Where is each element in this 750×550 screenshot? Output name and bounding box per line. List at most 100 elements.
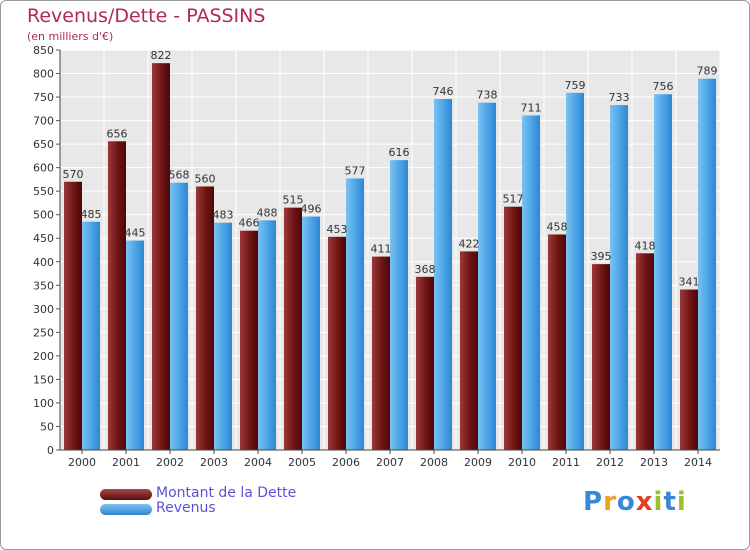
legend-label-revenus: Revenus — [156, 500, 216, 516]
x-tick-label: 2009 — [464, 456, 492, 469]
y-tick-label: 150 — [33, 373, 54, 386]
bar-dette — [108, 141, 126, 450]
x-tick-label: 2012 — [596, 456, 624, 469]
x-tick-label: 2005 — [288, 456, 316, 469]
bar-revenus — [698, 78, 716, 451]
bar-dette — [636, 253, 654, 450]
value-label-dette: 422 — [459, 237, 480, 250]
bar-revenus — [610, 105, 628, 450]
bar-dette — [152, 63, 170, 450]
x-tick-label: 2006 — [332, 456, 360, 469]
value-label-dette: 466 — [239, 217, 260, 230]
bar-revenus — [522, 115, 540, 450]
value-label-dette: 560 — [195, 172, 216, 185]
value-label-dette: 458 — [547, 220, 568, 233]
legend-label-dette: Montant de la Dette — [156, 485, 297, 501]
x-tick-label: 2003 — [200, 456, 228, 469]
value-label-revenus: 568 — [169, 169, 190, 182]
bar-dette — [240, 230, 258, 450]
logo-letter: o — [616, 487, 636, 517]
x-tick-label: 2011 — [552, 456, 580, 469]
value-label-revenus: 711 — [521, 101, 542, 114]
x-tick-label: 2014 — [684, 456, 712, 469]
logo-letter: t — [663, 487, 677, 517]
bar-dette — [416, 276, 434, 450]
logo-letter: i — [653, 487, 664, 517]
y-tick-label: 200 — [33, 350, 54, 363]
y-tick-label: 400 — [33, 256, 54, 269]
bar-revenus — [390, 160, 408, 450]
bar-revenus — [82, 221, 100, 450]
value-label-revenus: 746 — [433, 85, 454, 98]
value-label-dette: 656 — [107, 127, 128, 140]
y-tick-label: 100 — [33, 397, 54, 410]
x-tick-label: 2000 — [68, 456, 96, 469]
logo-letter: r — [603, 487, 617, 517]
y-tick-label: 800 — [33, 68, 54, 81]
value-label-revenus: 496 — [301, 203, 322, 216]
value-label-revenus: 759 — [565, 79, 586, 92]
bar-dette — [196, 186, 214, 450]
value-label-revenus: 738 — [477, 89, 498, 102]
y-tick-label: 50 — [40, 420, 54, 433]
value-label-dette: 395 — [591, 250, 612, 263]
value-label-revenus: 733 — [609, 91, 630, 104]
x-tick-label: 2002 — [156, 456, 184, 469]
bar-dette — [504, 206, 522, 450]
value-label-dette: 341 — [679, 276, 700, 289]
bar-dette — [548, 234, 566, 450]
chart-title: Revenus/Dette - PASSINS — [27, 5, 266, 27]
bar-revenus — [346, 178, 364, 450]
value-label-dette: 418 — [635, 239, 656, 252]
y-tick-label: 350 — [33, 279, 54, 292]
value-label-revenus: 445 — [125, 227, 146, 240]
bar-dette — [64, 181, 82, 450]
x-tick-label: 2007 — [376, 456, 404, 469]
y-tick-label: 750 — [33, 91, 54, 104]
y-tick-label: 450 — [33, 232, 54, 245]
bar-revenus — [170, 182, 188, 451]
bar-revenus — [434, 98, 452, 451]
value-label-revenus: 483 — [213, 209, 234, 222]
bar-revenus — [214, 222, 232, 450]
y-tick-label: 650 — [33, 138, 54, 151]
y-tick-label: 600 — [33, 162, 54, 175]
x-tick-label: 2013 — [640, 456, 668, 469]
value-label-revenus: 616 — [389, 146, 410, 159]
bar-dette — [328, 236, 346, 450]
logo-letter: x — [635, 487, 654, 517]
proxiti-logo: Proxiti — [583, 487, 687, 517]
value-label-revenus: 756 — [653, 80, 674, 93]
bar-dette — [680, 289, 698, 450]
x-tick-label: 2004 — [244, 456, 272, 469]
value-label-dette: 411 — [371, 243, 392, 256]
y-tick-label: 850 — [33, 44, 54, 57]
logo-letter: P — [583, 487, 604, 517]
bar-dette — [372, 256, 390, 450]
value-label-dette: 515 — [283, 194, 304, 207]
chart-subtitle: (en milliers d'€) — [27, 30, 114, 43]
legend-swatch-dette — [100, 489, 152, 500]
value-label-dette: 453 — [327, 223, 348, 236]
value-label-revenus: 789 — [697, 65, 718, 78]
value-label-revenus: 488 — [257, 206, 278, 219]
x-tick-label: 2008 — [420, 456, 448, 469]
x-tick-label: 2001 — [112, 456, 140, 469]
bar-revenus — [126, 240, 144, 450]
y-tick-label: 0 — [47, 444, 54, 457]
value-label-dette: 368 — [415, 263, 436, 276]
bar-dette — [592, 264, 610, 450]
bar-revenus — [654, 94, 672, 450]
bar-revenus — [566, 92, 584, 450]
value-label-dette: 570 — [63, 168, 84, 181]
value-label-dette: 517 — [503, 193, 524, 206]
bar-dette — [460, 251, 478, 450]
y-tick-label: 550 — [33, 185, 54, 198]
y-tick-label: 500 — [33, 209, 54, 222]
y-tick-label: 700 — [33, 115, 54, 128]
value-label-revenus: 577 — [345, 164, 366, 177]
y-tick-label: 300 — [33, 303, 54, 316]
bar-revenus — [302, 216, 320, 450]
value-label-revenus: 485 — [81, 208, 102, 221]
